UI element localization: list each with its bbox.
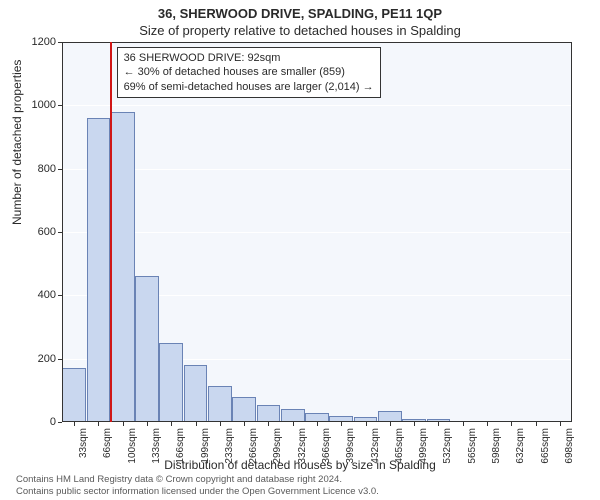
info-line1: 36 SHERWOOD DRIVE: 92sqm: [124, 51, 374, 65]
x-tick-mark: [123, 422, 124, 426]
right-axis-line: [571, 42, 572, 422]
y-tick-label: 400: [38, 289, 56, 301]
histogram-bar: [159, 343, 183, 422]
y-axis-line: [62, 42, 63, 422]
x-tick-mark: [366, 422, 367, 426]
x-tick-mark: [536, 422, 537, 426]
page-address: 36, SHERWOOD DRIVE, SPALDING, PE11 1QP: [0, 0, 600, 21]
info-line2: ← 30% of detached houses are smaller (85…: [124, 65, 374, 79]
x-tick-mark: [74, 422, 75, 426]
footer-attribution: Contains HM Land Registry data © Crown c…: [16, 474, 379, 498]
y-tick-label: 1000: [32, 99, 56, 111]
x-tick-mark: [196, 422, 197, 426]
grid-line: [62, 105, 572, 106]
x-tick-mark: [244, 422, 245, 426]
x-tick-mark: [414, 422, 415, 426]
x-tick-mark: [268, 422, 269, 426]
grid-line: [62, 169, 572, 170]
property-marker-line: [110, 42, 112, 422]
info-line3: 69% of semi-detached houses are larger (…: [124, 80, 374, 94]
x-tick-mark: [171, 422, 172, 426]
histogram-bar: [62, 368, 86, 422]
x-tick-mark: [220, 422, 221, 426]
histogram-bar: [232, 397, 256, 422]
x-tick-mark: [463, 422, 464, 426]
grid-line: [62, 232, 572, 233]
top-axis-line: [62, 42, 572, 43]
histogram-bar: [257, 405, 281, 422]
footer-line1: Contains HM Land Registry data © Crown c…: [16, 474, 379, 486]
x-tick-mark: [147, 422, 148, 426]
chart-plot-area: 36 SHERWOOD DRIVE: 92sqm ← 30% of detach…: [62, 42, 572, 422]
footer-line2: Contains public sector information licen…: [16, 486, 379, 498]
page-subtitle: Size of property relative to detached ho…: [0, 21, 600, 38]
x-tick-label: 33sqm: [78, 428, 89, 458]
x-axis-line: [62, 421, 572, 422]
x-tick-label: 66sqm: [102, 428, 113, 458]
histogram-bar: [208, 386, 232, 422]
y-tick-label: 600: [38, 226, 56, 238]
y-tick-mark: [58, 422, 62, 423]
y-tick-label: 200: [38, 353, 56, 365]
x-tick-mark: [98, 422, 99, 426]
x-tick-mark: [438, 422, 439, 426]
histogram-bar: [111, 112, 135, 422]
x-tick-mark: [317, 422, 318, 426]
y-tick-label: 0: [50, 416, 56, 428]
histogram-bar: [184, 365, 208, 422]
histogram-bar: [87, 118, 111, 422]
histogram-bar: [135, 276, 159, 422]
x-tick-mark: [293, 422, 294, 426]
x-tick-mark: [560, 422, 561, 426]
x-tick-mark: [390, 422, 391, 426]
x-axis-label: Distribution of detached houses by size …: [0, 458, 600, 472]
x-tick-mark: [511, 422, 512, 426]
y-tick-label: 1200: [32, 36, 56, 48]
x-tick-mark: [487, 422, 488, 426]
info-callout: 36 SHERWOOD DRIVE: 92sqm ← 30% of detach…: [117, 47, 381, 98]
y-tick-label: 800: [38, 163, 56, 175]
x-tick-mark: [341, 422, 342, 426]
y-axis-label: Number of detached properties: [10, 60, 24, 225]
